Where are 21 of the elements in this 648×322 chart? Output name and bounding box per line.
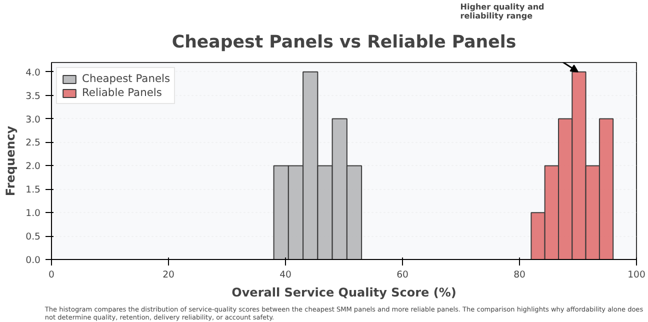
x-tick-label: 0 (48, 270, 55, 280)
y-tick-label: 4.0 (26, 67, 41, 78)
y-tick-label: 1.0 (26, 208, 41, 220)
y-tick-label: 2.0 (26, 161, 41, 172)
chart-title: Cheapest Panels vs Reliable Panels (172, 32, 516, 52)
legend-label: Cheapest Panels (82, 72, 170, 85)
y-tick-label: 3.0 (26, 114, 41, 126)
x-tick-label: 60 (396, 270, 408, 280)
legend-label: Reliable Panels (82, 86, 162, 99)
y-axis-title: Frequency (4, 126, 18, 196)
y-tick-label: 1.5 (26, 184, 41, 196)
x-tick-label: 20 (162, 270, 174, 280)
x-axis-title: Overall Service Quality Score (%) (232, 286, 456, 300)
annotation: Higher quality and reliability range (460, 2, 545, 20)
y-tick-label: 2.5 (26, 138, 41, 149)
x-tick-label: 100 (628, 270, 646, 280)
x-tick-label: 80 (514, 270, 526, 280)
y-tick-label: 3.5 (26, 90, 41, 102)
y-tick-label: 0.0 (26, 255, 41, 266)
x-tick-label: 40 (280, 270, 292, 280)
y-tick-label: 0.5 (26, 232, 41, 243)
